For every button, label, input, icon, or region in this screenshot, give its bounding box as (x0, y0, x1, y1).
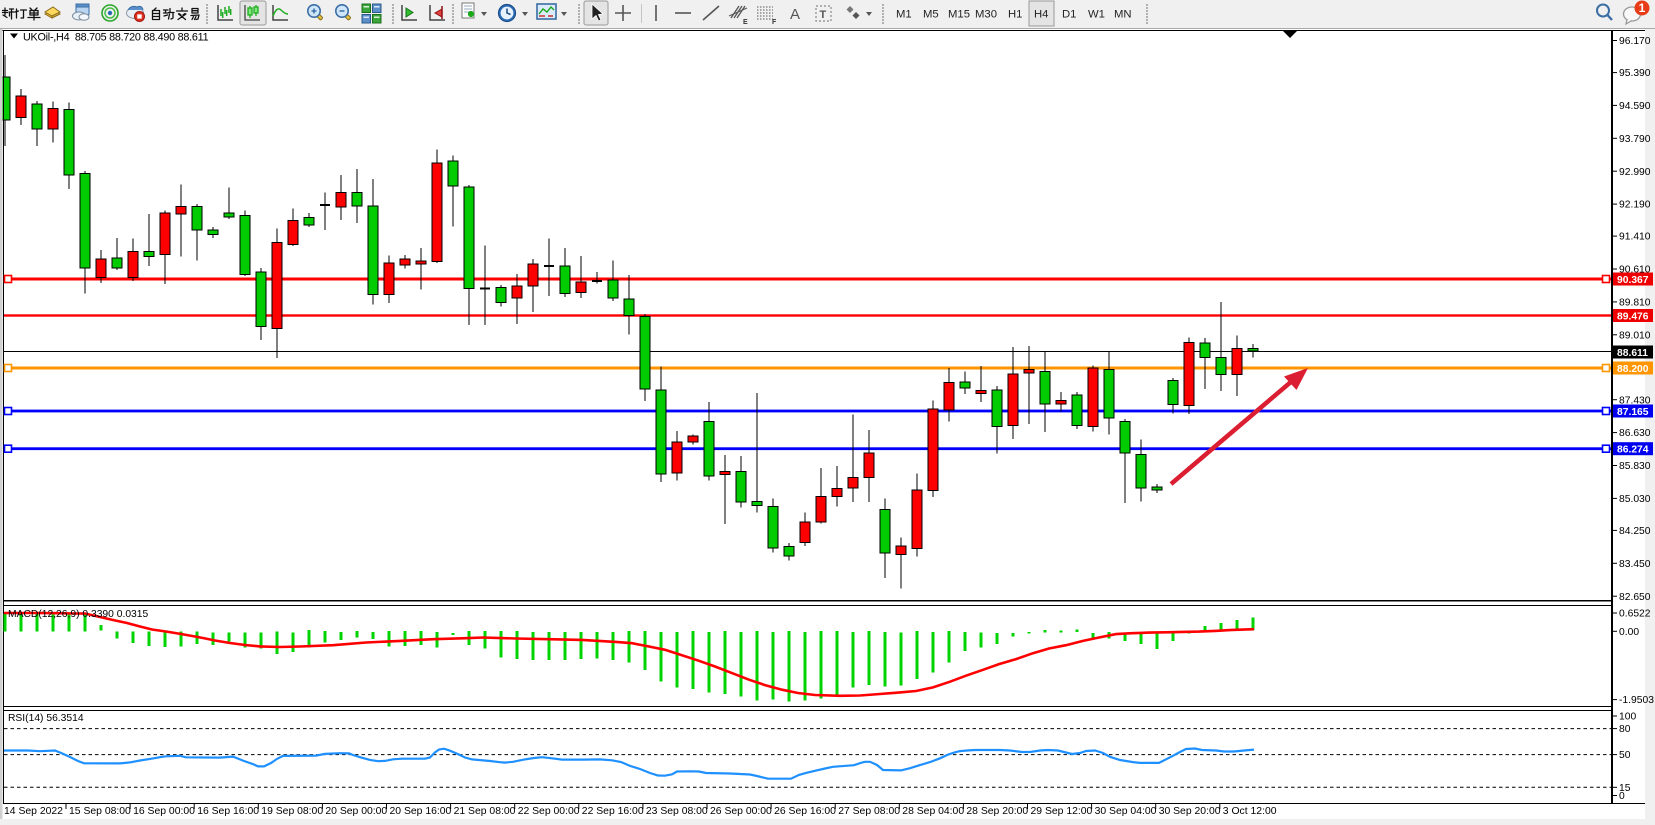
svg-text:83.450: 83.450 (1619, 559, 1651, 570)
svg-text:89.010: 89.010 (1619, 330, 1651, 341)
svg-text:29 Sep 12:00: 29 Sep 12:00 (1031, 806, 1093, 817)
svg-text:0.6522: 0.6522 (1619, 609, 1651, 620)
svg-text:15 Sep 08:00: 15 Sep 08:00 (69, 806, 131, 817)
svg-text:T: T (820, 9, 827, 21)
svg-text:M1: M1 (896, 9, 912, 21)
svg-text:90.610: 90.610 (1619, 265, 1651, 276)
svg-text:W1: W1 (1088, 9, 1105, 21)
svg-text:89.810: 89.810 (1619, 298, 1651, 309)
svg-text:85.830: 85.830 (1619, 461, 1651, 472)
svg-text:87.165: 87.165 (1617, 407, 1649, 418)
svg-text:H1: H1 (1008, 9, 1022, 21)
svg-text:28 Sep 20:00: 28 Sep 20:00 (966, 806, 1028, 817)
svg-text:92.990: 92.990 (1619, 167, 1651, 178)
svg-text:-1.9503: -1.9503 (1619, 695, 1654, 706)
svg-text:20 Sep 16:00: 20 Sep 16:00 (390, 806, 452, 817)
svg-text:85.030: 85.030 (1619, 494, 1651, 505)
svg-text:H4: H4 (1034, 9, 1048, 21)
svg-text:MACD(12,26,9) 0.3390 0.0315: MACD(12,26,9) 0.3390 0.0315 (8, 609, 149, 620)
svg-text:92.190: 92.190 (1619, 200, 1651, 211)
svg-text:0.00: 0.00 (1619, 627, 1639, 638)
svg-text:95.390: 95.390 (1619, 68, 1651, 79)
svg-text:28 Sep 04:00: 28 Sep 04:00 (902, 806, 964, 817)
svg-text:1: 1 (1639, 1, 1646, 15)
svg-text:30 Sep 20:00: 30 Sep 20:00 (1159, 806, 1221, 817)
svg-text:88.611: 88.611 (1617, 348, 1648, 359)
svg-text:27 Sep 08:00: 27 Sep 08:00 (838, 806, 900, 817)
svg-text:0: 0 (1619, 791, 1625, 802)
svg-text:88.200: 88.200 (1617, 364, 1649, 375)
svg-text:87.430: 87.430 (1619, 395, 1651, 406)
svg-text:86.274: 86.274 (1617, 445, 1649, 456)
svg-text:91.410: 91.410 (1619, 232, 1651, 243)
svg-text:21 Sep 08:00: 21 Sep 08:00 (454, 806, 516, 817)
svg-text:26 Sep 16:00: 26 Sep 16:00 (774, 806, 836, 817)
svg-text:86.630: 86.630 (1619, 428, 1651, 439)
svg-text:100: 100 (1619, 712, 1636, 723)
svg-text:M30: M30 (975, 9, 997, 21)
svg-text:A: A (790, 6, 800, 23)
svg-text:16 Sep 16:00: 16 Sep 16:00 (197, 806, 259, 817)
svg-text:80: 80 (1619, 724, 1631, 735)
svg-text:16 Sep 00:00: 16 Sep 00:00 (133, 806, 195, 817)
svg-text:UKOil-,H4 88.705 88.720 88.49: UKOil-,H4 88.705 88.720 88.490 88.611 (23, 32, 209, 44)
svg-text:82.650: 82.650 (1619, 592, 1651, 603)
svg-text:26 Sep 00:00: 26 Sep 00:00 (710, 806, 772, 817)
svg-text:94.590: 94.590 (1619, 101, 1651, 112)
svg-text:3 Oct 12:00: 3 Oct 12:00 (1223, 806, 1277, 817)
svg-text:D1: D1 (1062, 9, 1076, 21)
svg-text:22 Sep 00:00: 22 Sep 00:00 (518, 806, 580, 817)
svg-text:22 Sep 16:00: 22 Sep 16:00 (582, 806, 644, 817)
svg-text:20 Sep 00:00: 20 Sep 00:00 (325, 806, 387, 817)
svg-text:RSI(14) 56.3514: RSI(14) 56.3514 (8, 713, 84, 724)
svg-text:30 Sep 04:00: 30 Sep 04:00 (1095, 806, 1157, 817)
svg-text:90.367: 90.367 (1617, 275, 1649, 286)
svg-text:84.250: 84.250 (1619, 526, 1651, 537)
svg-text:19 Sep 08:00: 19 Sep 08:00 (261, 806, 323, 817)
svg-text:14 Sep 2022: 14 Sep 2022 (4, 806, 63, 817)
svg-text:M15: M15 (948, 9, 970, 21)
svg-text:89.476: 89.476 (1617, 312, 1649, 323)
svg-text:96.170: 96.170 (1619, 36, 1651, 47)
svg-text:M5: M5 (923, 9, 939, 21)
svg-text:23 Sep 08:00: 23 Sep 08:00 (646, 806, 708, 817)
svg-text:MN: MN (1114, 9, 1132, 21)
svg-text:F: F (772, 19, 777, 26)
svg-text:50: 50 (1619, 750, 1631, 761)
svg-text:E: E (743, 19, 748, 26)
svg-text:15: 15 (1619, 783, 1631, 794)
svg-text:93.790: 93.790 (1619, 134, 1651, 145)
